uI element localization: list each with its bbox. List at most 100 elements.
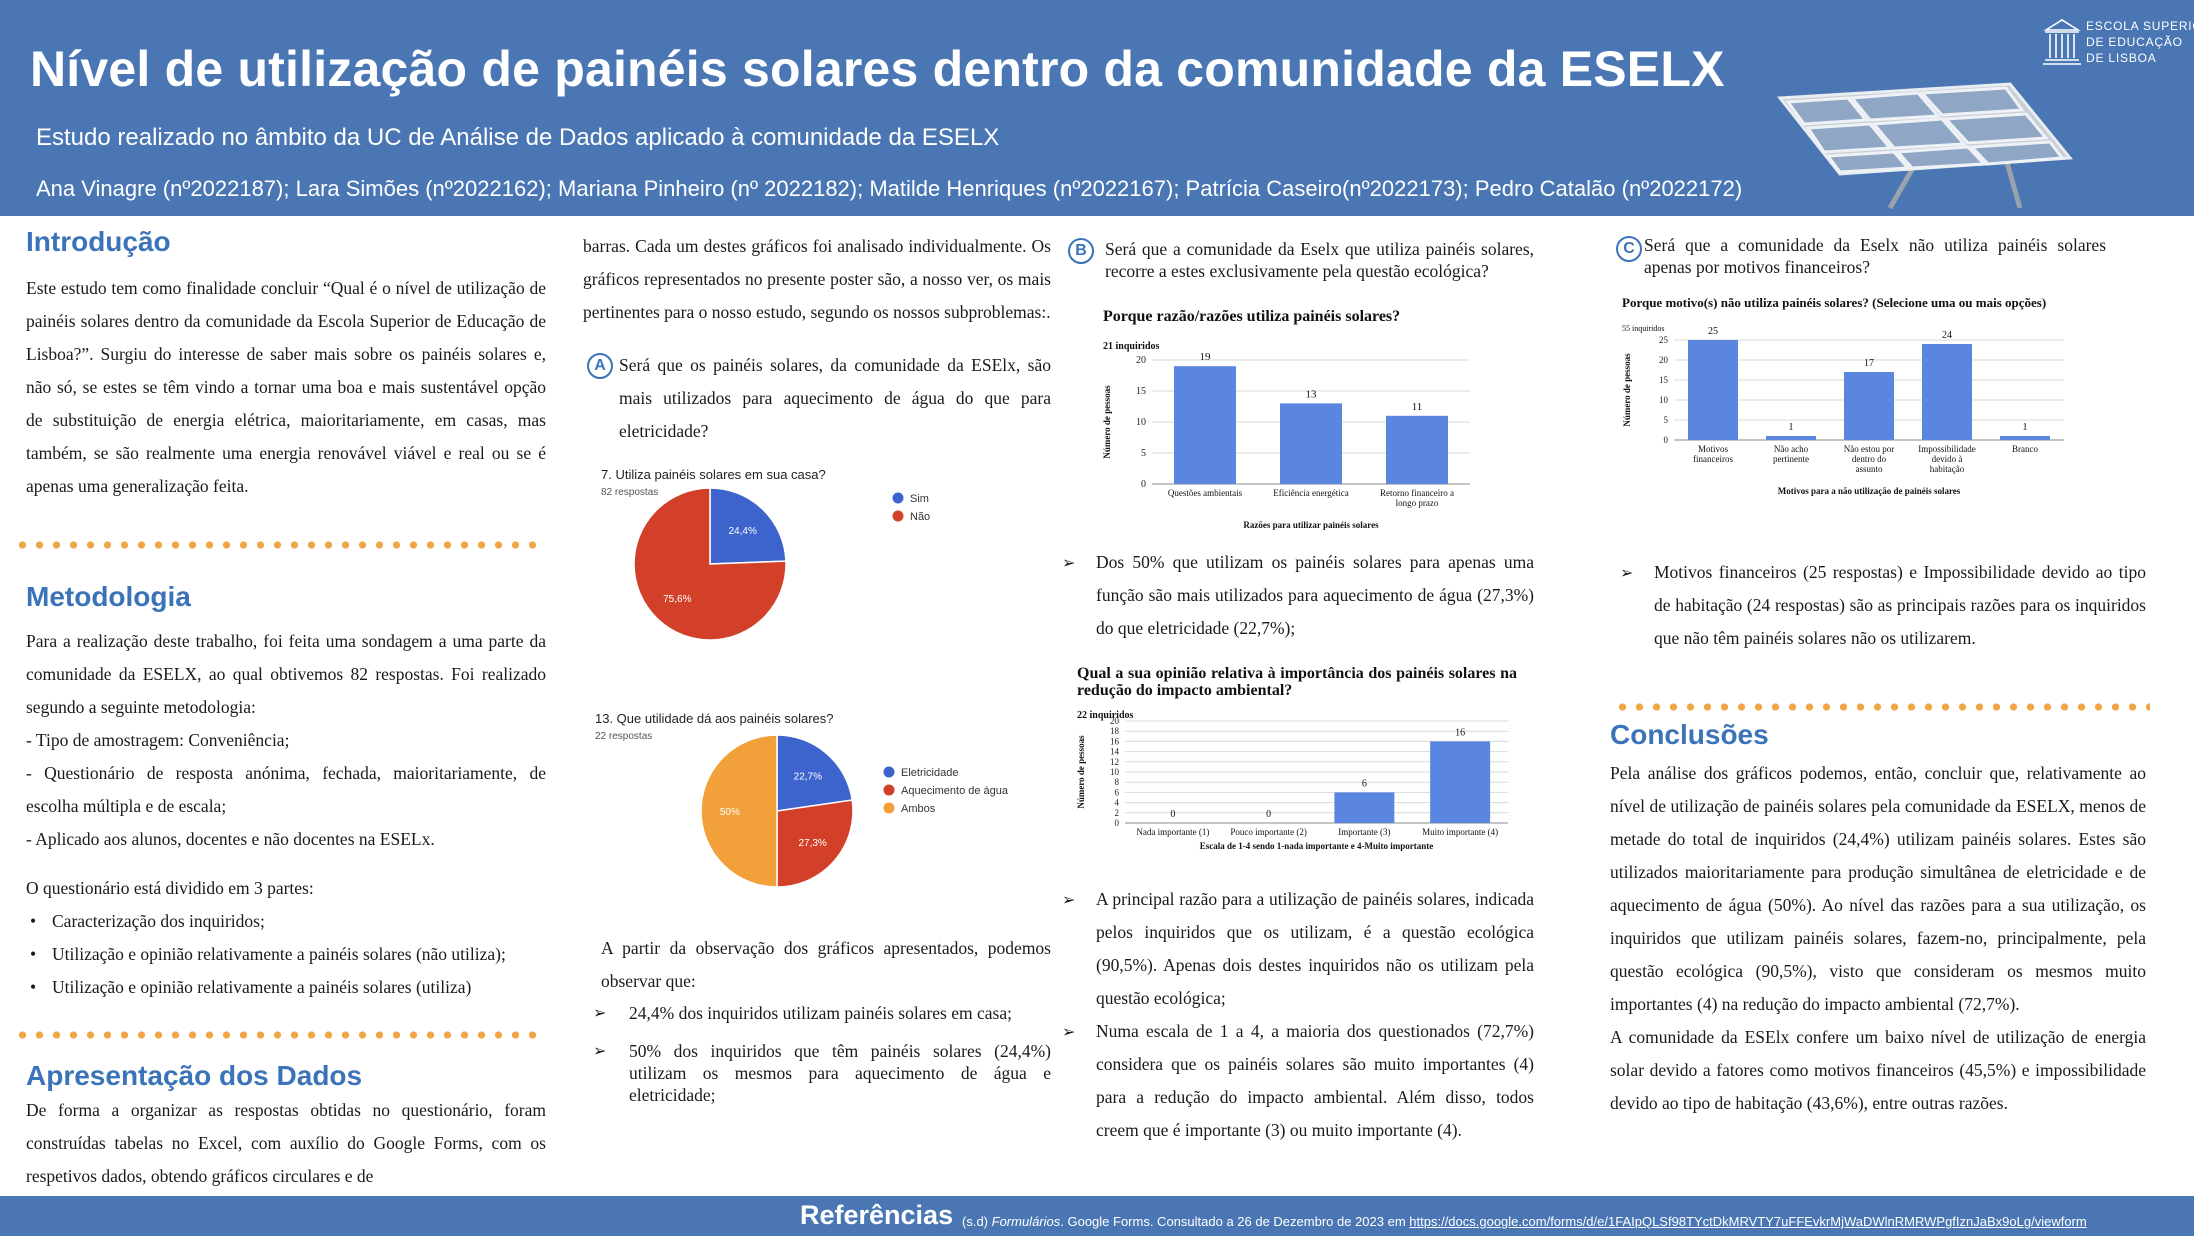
section-divider bbox=[1614, 703, 2150, 711]
arrow-bullet-icon: ➢ bbox=[1062, 890, 1076, 909]
arrow-bullet-icon: ➢ bbox=[1062, 1022, 1076, 1041]
legend-marker bbox=[892, 510, 904, 522]
legend-label: Aquecimento de água bbox=[901, 785, 1009, 797]
section-divider bbox=[14, 541, 544, 549]
poster-title: Nível de utilização de painéis solares d… bbox=[30, 41, 1725, 97]
analysis-point-text: A principal razão para a utilização de p… bbox=[1096, 889, 1534, 1008]
bar-value-label: 19 bbox=[1200, 351, 1212, 363]
y-axis-label: Número de pessoas bbox=[1622, 353, 1632, 427]
x-category-label: assunto bbox=[1856, 464, 1884, 474]
pie-chart-svg: 22,7% 27,3% 50% Eletricidade Aquecimento de … bbox=[700, 734, 1009, 888]
pie-slice-label: 27,3% bbox=[798, 838, 826, 849]
x-category-label: Nada importante (1) bbox=[1136, 827, 1209, 837]
poster-subtitle: Estudo realizado no âmbito da UC de Anál… bbox=[36, 124, 1000, 151]
arrow-bullet-icon: ➢ bbox=[593, 1003, 607, 1022]
bar bbox=[1174, 366, 1236, 484]
y-axis-label: Número de pessoas bbox=[1102, 385, 1112, 459]
bar bbox=[1766, 436, 1816, 440]
logo-text: ESCOLA SUPERIOR DE EDUCAÇÃO DE LISBOA bbox=[2086, 18, 2194, 66]
question-c: C Será que a comunidade da Eselx não uti… bbox=[1610, 234, 2146, 278]
x-axis-label: Motivos para a não utilização de painéis… bbox=[1778, 486, 1961, 496]
legend-label: Ambos bbox=[901, 803, 936, 815]
observation-intro: A partir da observação dos gráficos apre… bbox=[601, 938, 1051, 991]
y-tick-label: 18 bbox=[1110, 726, 1120, 736]
references-footer: Referências (s.d) Formulários. Google Fo… bbox=[0, 1196, 2194, 1236]
bar-chart-svg: 0 5 10 15 20 19 Questões ambientais 13 Eficiênci… bbox=[1102, 351, 1470, 530]
logo-line: DE EDUCAÇÃO bbox=[2086, 35, 2183, 49]
eselx-logo: ESCOLA SUPERIOR DE EDUCAÇÃO DE LISBOA bbox=[2042, 16, 2194, 72]
reference-work: Formulários bbox=[991, 1214, 1061, 1229]
bar-value-label: 1 bbox=[1789, 422, 1794, 433]
x-category-label: Não estou por bbox=[1844, 444, 1895, 454]
x-category-label: habitação bbox=[1930, 464, 1965, 474]
analysis-point: ➢ Dos 50% que utilizam os painéis solare… bbox=[1060, 546, 1534, 645]
bar-value-label: 0 bbox=[1266, 809, 1271, 820]
y-axis-label: Número de pessoas bbox=[1076, 735, 1086, 809]
bar-value-label: 0 bbox=[1170, 809, 1175, 820]
chart-title: Porque razão/razões utiliza painéis sola… bbox=[1103, 308, 1401, 325]
x-category-label: dentro do bbox=[1852, 454, 1887, 464]
pie-slice-label: 22,7% bbox=[794, 771, 822, 782]
question-a-text: Será que os painéis solares, da comunida… bbox=[619, 355, 1051, 441]
bar-value-label: 16 bbox=[1455, 727, 1465, 738]
question-c-text: Será que a comunidade da Eselx não utili… bbox=[1644, 235, 2106, 277]
reference-link[interactable]: https://docs.google.com/forms/d/e/1FAIpQ… bbox=[1409, 1214, 2087, 1229]
y-tick-label: 0 bbox=[1141, 479, 1146, 490]
question-b: B Será que a comunidade da Eselx que uti… bbox=[1060, 238, 1534, 282]
bar-chart-non-use-reasons: Porque motivo(s) não utiliza painéis sol… bbox=[1610, 294, 2146, 554]
list-item: Utilização e opinião relativamente a pai… bbox=[26, 971, 546, 1004]
observation-point: ➢ 50% dos inquiridos que têm painéis sol… bbox=[583, 1040, 1051, 1106]
question-badge-a: A bbox=[587, 353, 613, 379]
methodology-title: Metodologia bbox=[26, 581, 191, 612]
methodology-item: - Tipo de amostragem: Conveniência; bbox=[26, 730, 290, 750]
legend-marker bbox=[883, 802, 895, 814]
y-tick-label: 25 bbox=[1659, 335, 1669, 345]
legend-label: Sim bbox=[910, 493, 929, 505]
bar bbox=[1922, 344, 1972, 440]
bar-value-label: 24 bbox=[1942, 330, 1952, 341]
y-tick-label: 0 bbox=[1664, 435, 1669, 445]
y-tick-label: 20 bbox=[1659, 355, 1669, 365]
conclusions-text: A comunidade da ESElx confere um baixo n… bbox=[1610, 1027, 2146, 1113]
bar-value-label: 25 bbox=[1708, 326, 1718, 337]
logo-line: DE LISBOA bbox=[2086, 51, 2157, 65]
y-tick-label: 10 bbox=[1659, 395, 1669, 405]
conclusions-title: Conclusões bbox=[1610, 719, 1769, 750]
chart-subtitle: 22 respostas bbox=[595, 731, 653, 742]
pie-slice bbox=[776, 799, 854, 888]
y-tick-label: 2 bbox=[1115, 808, 1120, 818]
chart-title: 7. Utiliza painéis solares em sua casa? bbox=[601, 467, 826, 482]
y-tick-label: 20 bbox=[1136, 355, 1146, 366]
question-b-text: Será que a comunidade da Eselx que utili… bbox=[1105, 239, 1534, 281]
pie-slice bbox=[700, 734, 778, 888]
bar-chart-reasons: Porque razão/razões utiliza painéis sola… bbox=[1060, 308, 1534, 540]
list-item: Utilização e opinião relativamente a pai… bbox=[26, 938, 546, 971]
bar bbox=[1844, 372, 1894, 440]
pie-slice-label: 24,4% bbox=[729, 526, 757, 537]
legend-label: Não bbox=[910, 511, 930, 523]
observation-point-text: 50% dos inquiridos que têm painéis solar… bbox=[629, 1041, 1051, 1105]
methodology-item: - Aplicado aos alunos, docentes e não do… bbox=[26, 829, 435, 849]
arrow-bullet-icon: ➢ bbox=[1620, 563, 1634, 582]
chart-subtitle: 82 respostas bbox=[601, 487, 659, 498]
x-axis-label: Escala de 1-4 sendo 1-nada importante e … bbox=[1200, 841, 1434, 851]
bar-value-label: 11 bbox=[1412, 401, 1423, 413]
x-category-label: Impossibilidade bbox=[1918, 444, 1976, 454]
y-tick-label: 12 bbox=[1110, 757, 1119, 767]
column-3: B Será que a comunidade da Eselx que uti… bbox=[1060, 216, 1534, 1147]
chart-title: Qual a sua opinião relativa à importânci… bbox=[1077, 665, 1517, 699]
pie-chart-utility: 13. Que utilidade dá aos painéis solares… bbox=[583, 702, 1051, 932]
solar-panel-illustration bbox=[1777, 82, 2073, 210]
legend-marker bbox=[883, 784, 895, 796]
x-category-label: Branco bbox=[2012, 444, 2038, 454]
observation-point: ➢ 24,4% dos inquiridos utilizam painéis … bbox=[583, 1002, 1051, 1024]
pie-slice-label: 75,6% bbox=[663, 594, 691, 605]
x-category-label: Pouco importante (2) bbox=[1230, 827, 1306, 837]
x-category-label: Importante (3) bbox=[1338, 827, 1390, 837]
data-presentation-text: De forma a organizar as respostas obtida… bbox=[26, 1100, 546, 1186]
bar-value-label: 13 bbox=[1306, 388, 1318, 400]
analysis-point-text: Motivos financeiros (25 respostas) e Imp… bbox=[1654, 562, 2146, 648]
bar bbox=[1280, 403, 1342, 484]
references-text: (s.d) Formulários. Google Forms. Consult… bbox=[962, 1214, 2087, 1229]
intro-title: Introdução bbox=[26, 226, 171, 257]
